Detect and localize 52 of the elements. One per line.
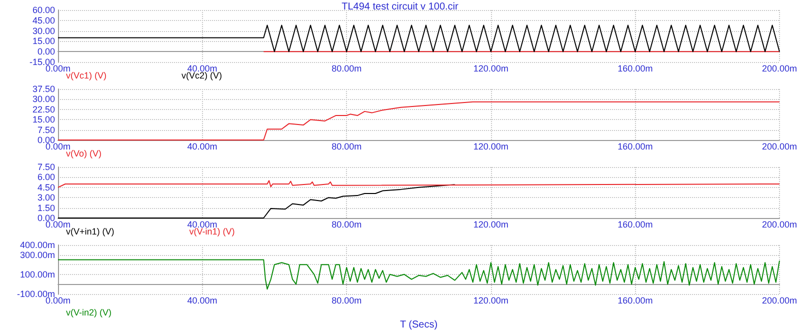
y-tick-label: 60.00 [32, 5, 55, 15]
x-axis-title: T (Secs) [400, 320, 438, 330]
x-tick-label: 160.00m [618, 296, 653, 306]
y-tick-label: 30.00 [32, 94, 55, 104]
x-tick-label: 0.00m [45, 142, 71, 152]
x-tick-label: 160.00m [618, 64, 653, 74]
y-tick-label: 0.00 [37, 46, 55, 57]
chart-title: TL494 test circuit v 100.cir [342, 2, 460, 12]
y-tick-label: 7.50 [37, 162, 55, 172]
line-series [58, 259, 780, 290]
x-tick-label: 40.00m [187, 142, 218, 152]
line-series [58, 180, 780, 188]
x-tick-label: 120.00m [473, 220, 508, 230]
line-series [58, 184, 456, 218]
x-tick-label: 120.00m [473, 64, 508, 74]
y-tick-label: 30.00 [32, 26, 55, 36]
series-label: v(V+in1) (V) [66, 226, 114, 236]
x-tick-label: 0.00m [45, 220, 71, 230]
x-tick-label: 120.00m [473, 142, 508, 152]
y-tick-label: 45.00 [32, 15, 55, 26]
y-tick-label: 300.00m [20, 250, 55, 260]
x-tick-label: 200.00m [762, 296, 798, 306]
x-tick-label: 160.00m [618, 220, 653, 230]
x-tick-label: 40.00m [187, 64, 218, 74]
y-tick-label: 22.50 [32, 104, 55, 114]
y-tick-label: 7.50 [37, 124, 55, 135]
x-tick-label: 40.00m [187, 296, 218, 306]
y-tick-label: 15.00 [32, 36, 55, 46]
y-tick-label: 100.00m [20, 269, 55, 280]
series-label: v(Vo) (V) [66, 148, 102, 158]
y-tick-label: 1.50 [37, 202, 55, 213]
x-tick-label: 80.00m [332, 296, 362, 306]
y-tick-label: 15.00 [32, 114, 55, 125]
x-tick-label: 200.00m [762, 220, 798, 230]
x-tick-label: 200.00m [762, 64, 798, 74]
x-tick-label: 0.00m [45, 296, 71, 306]
x-tick-label: 80.00m [332, 142, 362, 152]
y-tick-label: 400.00m [20, 240, 55, 250]
text: v(Vc1) (V) [66, 70, 107, 80]
x-tick-label: 120.00m [473, 296, 508, 306]
text: v(V-in1) (V) [189, 226, 235, 236]
y-tick-label: 6.00 [37, 172, 55, 182]
x-tick-label: 40.00m [187, 220, 218, 230]
y-tick-label: 37.50 [32, 84, 55, 94]
x-tick-label: 80.00m [332, 220, 362, 230]
x-tick-label: 200.00m [762, 142, 798, 152]
text: v(Vc2) (V) [182, 70, 222, 80]
text: v(V-in2) (V) [66, 308, 112, 318]
x-tick-label: 80.00m [332, 64, 362, 74]
y-tick-label: 4.50 [37, 182, 55, 192]
x-tick-label: 160.00m [618, 142, 653, 152]
y-tick-label: 3.00 [37, 192, 55, 203]
